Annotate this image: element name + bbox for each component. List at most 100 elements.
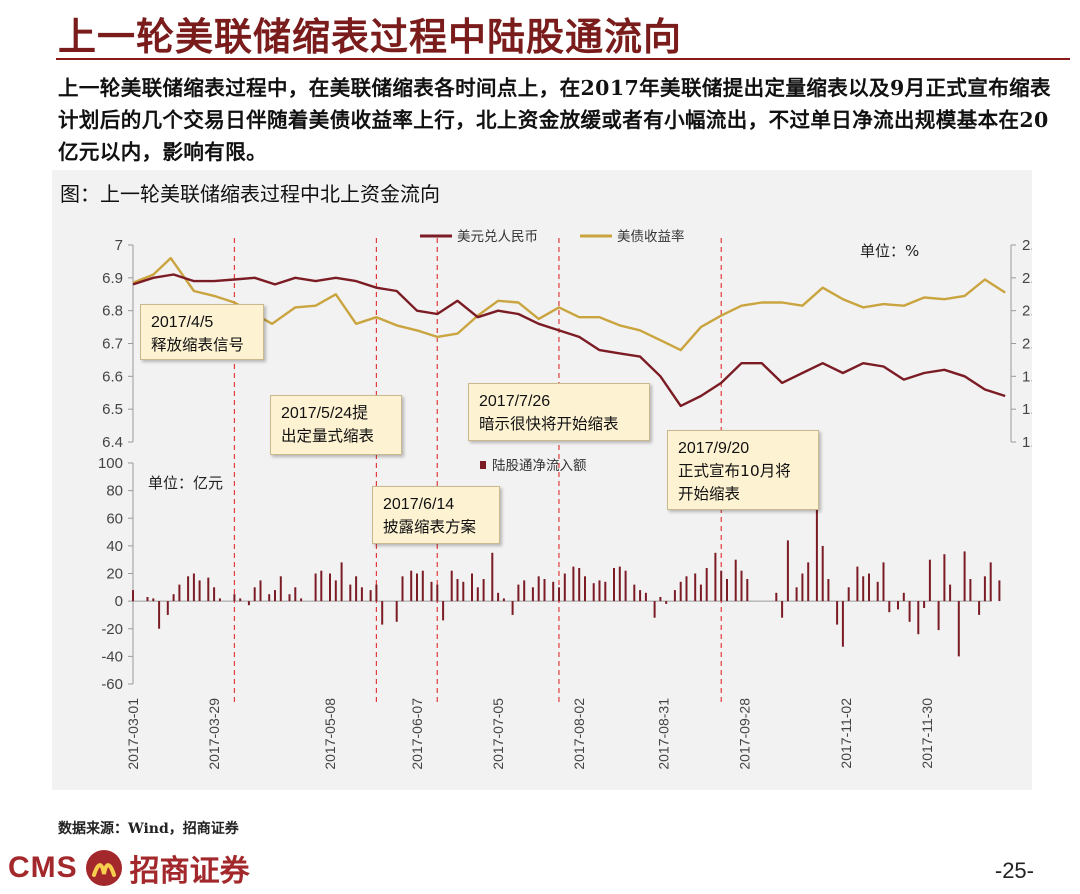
flow-bar (815, 507, 818, 602)
flow-bar (543, 579, 546, 602)
flow-bar (604, 581, 607, 602)
flow-bar (563, 573, 566, 602)
logo-latin-text: CMS (8, 851, 78, 884)
flow-bar (673, 590, 676, 602)
flow-bar (639, 590, 642, 602)
chart-svg: 7 6.9 6.8 6.7 6.6 6.5 6.4 2.7 2.5 2.3 2.1 1.9 1.7 1.5… (98, 228, 1032, 770)
legend-swatch-flow (480, 461, 486, 469)
event-note-text: 释放缩表信号 (151, 336, 245, 354)
left-axis-tick-label: 6.9 (102, 270, 123, 287)
flow-bar (989, 562, 992, 602)
event-note-date: 2017/4/5 (151, 314, 214, 331)
flow-bar (847, 587, 850, 602)
flow-bar (410, 570, 413, 602)
flow-bar (841, 601, 844, 647)
flow-bar (537, 576, 540, 602)
flow-bar (355, 576, 358, 602)
flow-bar (644, 592, 647, 602)
flow-bar (978, 601, 981, 615)
flow-bar (375, 584, 378, 602)
logo-chinese-text: 招商证券 (129, 854, 250, 889)
line-unit-label: 单位：% (860, 242, 919, 260)
x-axis-tick-label: 2017-06-07 (409, 698, 425, 770)
flow-bar (694, 573, 697, 602)
flow-bar (511, 601, 514, 615)
flow-bar (166, 601, 169, 615)
flow-bar (943, 554, 946, 602)
flow-bar (192, 573, 195, 602)
flow-bar (369, 590, 372, 602)
flow-bar (882, 562, 885, 602)
bar-axis-tick-label: -60 (101, 676, 123, 693)
flow-bar (381, 601, 384, 625)
right-axis-tick-label: 2.7 (1022, 237, 1032, 254)
series-line-usdcny (132, 273, 1006, 408)
flow-bar (775, 592, 778, 602)
left-axis-tick-label: 6.7 (102, 336, 123, 353)
chart-title: 图：上一轮美联储缩表过程中北上资金流向 (60, 182, 440, 206)
flow-bar (158, 601, 161, 629)
flow-bar (233, 594, 236, 602)
flow-bar (497, 592, 500, 602)
flow-bar (917, 601, 920, 635)
bar-axis-tick-label: -20 (101, 621, 123, 638)
x-axis-tick-label: 2017-03-29 (206, 698, 222, 770)
x-axis-tick-label: 2017-09-28 (736, 698, 752, 770)
flow-bar (462, 581, 465, 602)
flow-bar (876, 581, 879, 602)
flow-bar (983, 576, 986, 602)
flow-bar (253, 587, 256, 602)
flow-bar (491, 552, 494, 602)
right-axis-tick-label: 1.5 (1022, 434, 1032, 451)
flow-bar (421, 570, 424, 602)
flow-bar (207, 577, 210, 602)
bar-axis-tick-label: 0 (115, 593, 123, 610)
left-axis-tick-label: 6.4 (102, 434, 123, 451)
flow-bar (320, 570, 323, 602)
flow-bar (923, 601, 926, 608)
flow-bar (624, 570, 627, 602)
flow-bar (963, 551, 966, 602)
flow-bar (187, 576, 190, 602)
event-note-text-2: 开始缩表 (678, 485, 741, 503)
flow-bar (685, 576, 688, 602)
flow-bar (821, 545, 824, 602)
bar-axis-tick-label: 80 (106, 483, 123, 500)
flow-bar (523, 580, 526, 602)
left-axis-tick-label: 6.6 (102, 368, 123, 385)
flow-bar (665, 601, 668, 604)
flow-bar (598, 580, 601, 602)
event-note-date: 2017/6/14 (383, 496, 455, 513)
page-title: 上一轮美联储缩表过程中陆股通流向 (58, 14, 683, 59)
flow-bar (902, 592, 905, 602)
flow-bar (856, 566, 859, 602)
page-number: -25- (994, 858, 1034, 883)
flow-bar (699, 584, 702, 602)
flow-bar (340, 562, 343, 602)
flow-bar (349, 584, 352, 602)
flow-bar (218, 598, 221, 602)
title-divider (56, 58, 1070, 60)
flow-bar (726, 579, 728, 602)
data-source-note: 数据来源：Wind，招商证券 (58, 821, 239, 837)
flow-bar (360, 587, 363, 602)
flow-bar (247, 601, 250, 606)
flow-bar (482, 579, 485, 602)
left-axis-tick-label: 6.8 (102, 303, 123, 320)
flow-bar (888, 601, 891, 613)
x-axis-tick-label: 2017-03-01 (125, 698, 141, 770)
flow-bar (329, 573, 331, 602)
flow-bar (957, 601, 960, 657)
bar-axis-tick-label: -40 (101, 648, 123, 665)
flow-bar (969, 579, 972, 602)
flow-bar (998, 580, 1001, 602)
left-axis-tick-label: 7 (115, 237, 123, 254)
flow-bar (836, 601, 839, 625)
flow-bar (578, 568, 581, 602)
flow-bar (795, 587, 798, 602)
bar-axis-tick-label: 20 (106, 566, 123, 583)
flow-bar (300, 598, 303, 602)
flow-bar (178, 584, 181, 602)
x-axis-tick-label: 2017-11-30 (919, 698, 935, 769)
flow-bar (868, 573, 870, 602)
